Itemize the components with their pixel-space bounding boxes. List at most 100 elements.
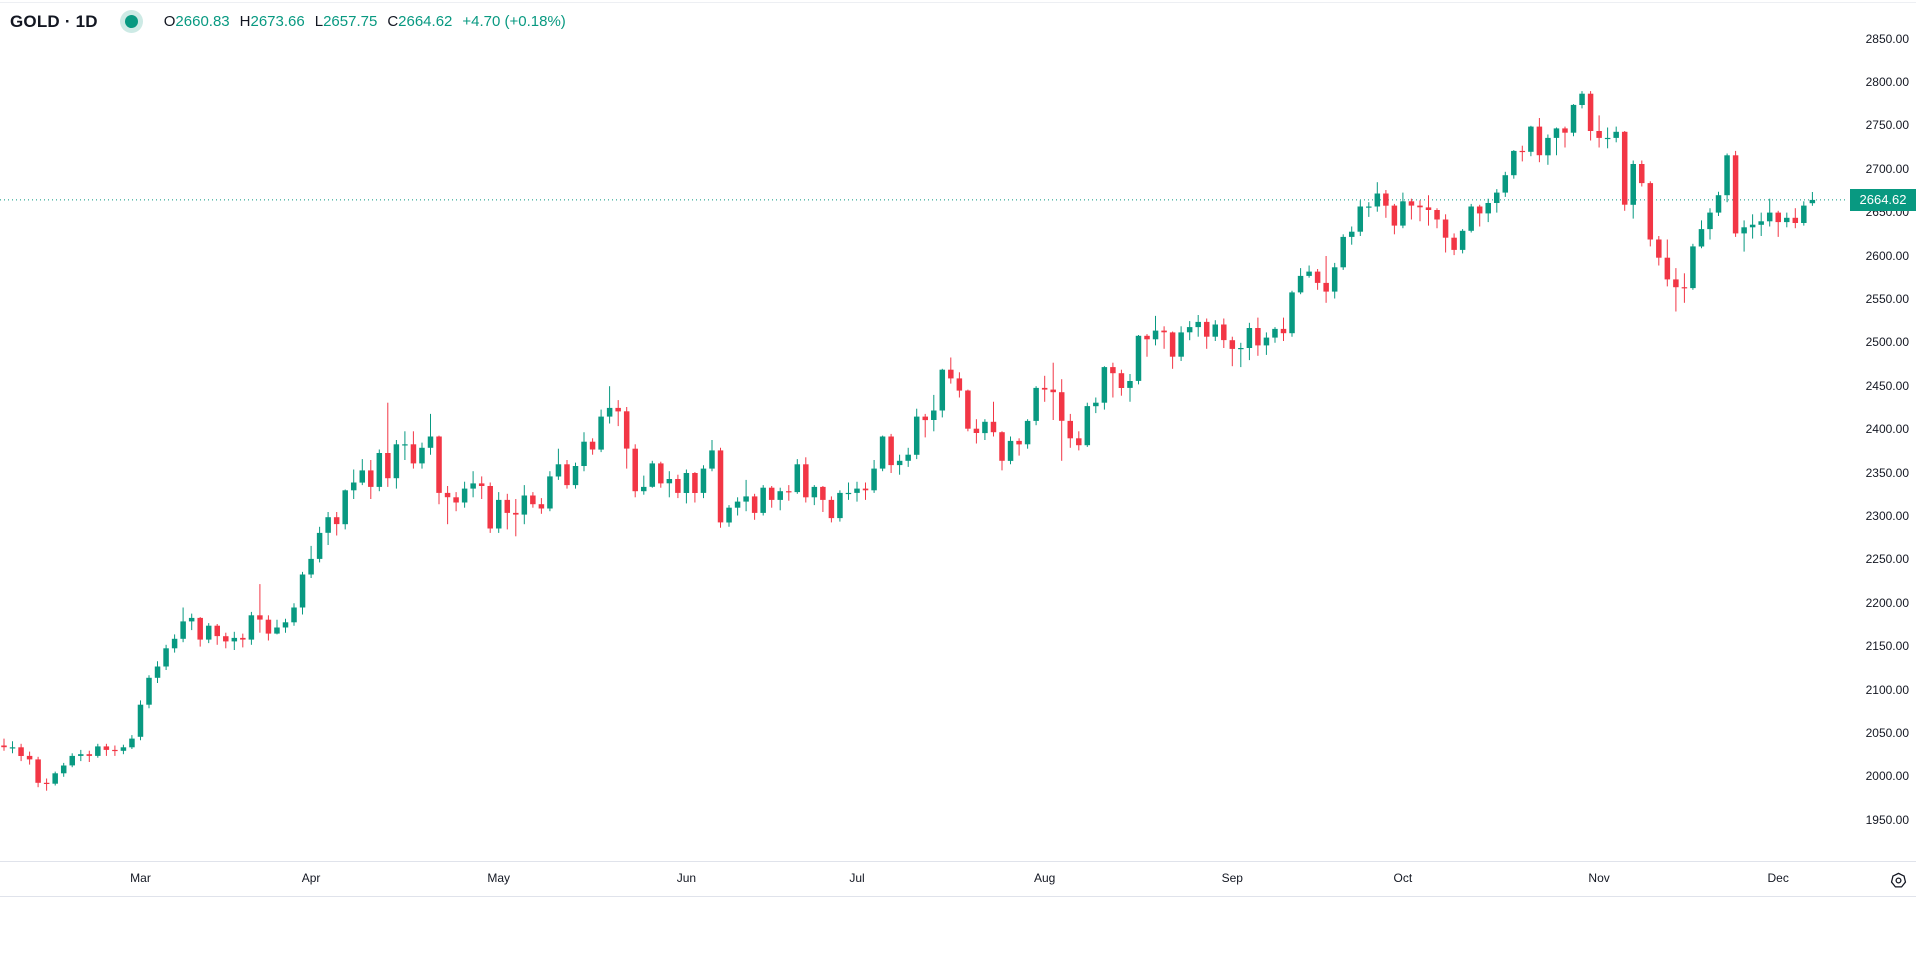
candle <box>1331 262 1338 299</box>
candle <box>658 461 664 488</box>
top-divider <box>0 2 1916 3</box>
price-axis[interactable]: 2850.00 2800.00 2750.00 2700.00 2650.00 2600.… <box>1843 0 1916 861</box>
ohlc-close: C2664.62 <box>387 13 453 30</box>
candle <box>1434 208 1440 229</box>
price-axis-label: 2550.00 <box>1865 291 1909 306</box>
candle <box>1681 273 1688 303</box>
candle <box>1664 239 1671 287</box>
candle <box>1229 336 1236 367</box>
candle <box>316 526 323 563</box>
candlestick-chart[interactable] <box>0 0 1916 861</box>
candle <box>1246 322 1253 361</box>
candle <box>1186 321 1193 341</box>
candle <box>1076 431 1082 451</box>
candle <box>1690 243 1696 290</box>
candle <box>1144 334 1150 357</box>
price-axis-label: 2800.00 <box>1865 74 1909 89</box>
candle <box>905 447 911 467</box>
candle <box>786 485 792 501</box>
price-axis-label: 2600.00 <box>1865 248 1909 263</box>
candle <box>547 471 553 512</box>
price-axis-label: 2700.00 <box>1865 161 1909 176</box>
candle <box>368 460 374 499</box>
candle <box>86 750 93 762</box>
time-axis-label: Nov <box>1588 871 1610 885</box>
candle <box>1050 362 1056 420</box>
candle <box>504 493 511 530</box>
candle <box>1809 192 1816 206</box>
candle <box>1 738 7 751</box>
candle <box>734 497 741 516</box>
candle <box>777 487 783 511</box>
candle <box>1630 160 1636 219</box>
candle <box>350 469 357 499</box>
candle <box>1272 327 1278 343</box>
candle <box>78 749 84 762</box>
candle <box>495 492 502 533</box>
candle <box>1041 375 1048 402</box>
candle <box>1263 332 1270 355</box>
candle <box>743 479 749 512</box>
symbol-title[interactable]: GOLD · 1D <box>10 11 98 31</box>
candle <box>803 457 809 503</box>
ohlc-open: O2660.83 <box>163 13 230 30</box>
candle <box>402 431 408 460</box>
time-axis-label: Jul <box>849 871 865 885</box>
candle <box>1417 200 1423 222</box>
candle <box>572 462 579 489</box>
candle <box>69 753 75 768</box>
candle <box>1408 198 1415 220</box>
candle <box>922 413 928 438</box>
candle <box>436 435 442 505</box>
candle <box>163 644 169 670</box>
settings-gear-button[interactable] <box>1886 868 1910 892</box>
candle <box>1323 256 1329 303</box>
candle <box>555 448 562 480</box>
candle <box>103 743 110 756</box>
candle <box>879 435 886 472</box>
candle <box>973 419 980 444</box>
candle <box>1587 91 1594 141</box>
candle <box>112 745 118 756</box>
candle <box>1058 379 1065 461</box>
candle <box>1673 268 1679 312</box>
candle <box>828 496 835 523</box>
candle <box>939 368 946 418</box>
candle <box>1621 131 1628 211</box>
candle <box>1135 335 1142 385</box>
candle <box>427 413 434 455</box>
candle <box>794 459 801 494</box>
candle <box>888 433 894 473</box>
time-axis-label: Jun <box>676 871 697 885</box>
candle <box>1511 150 1517 179</box>
time-axis[interactable]: Mar Apr May Jun Jul Aug Sep Oct Nov Dec <box>0 861 1916 897</box>
candle <box>308 545 314 578</box>
candle <box>1195 315 1201 337</box>
ohlc-low: L2657.75 <box>314 13 378 30</box>
candle <box>60 762 67 777</box>
candle <box>1306 265 1312 278</box>
candle <box>948 357 954 384</box>
market-status-dot-icon[interactable] <box>119 10 143 33</box>
status-dot-core <box>124 15 138 28</box>
candle <box>666 471 673 498</box>
candle <box>1110 362 1116 398</box>
candle <box>1459 229 1466 254</box>
candle <box>188 613 195 631</box>
candle <box>1784 212 1790 228</box>
candle <box>1502 171 1509 197</box>
price-axis-label: 2100.00 <box>1865 682 1909 697</box>
candle <box>751 493 758 520</box>
candle <box>385 402 391 487</box>
price-axis-label: 2500.00 <box>1865 335 1909 350</box>
price-axis-label: 2850.00 <box>1865 31 1909 46</box>
candle <box>1766 198 1773 227</box>
candle <box>137 700 144 741</box>
candle <box>1400 192 1406 229</box>
candle <box>700 465 707 499</box>
candle <box>1152 315 1159 346</box>
candle <box>470 471 476 498</box>
ohlc-high: H2673.66 <box>239 13 305 30</box>
candle <box>18 743 24 762</box>
candle <box>257 584 263 633</box>
